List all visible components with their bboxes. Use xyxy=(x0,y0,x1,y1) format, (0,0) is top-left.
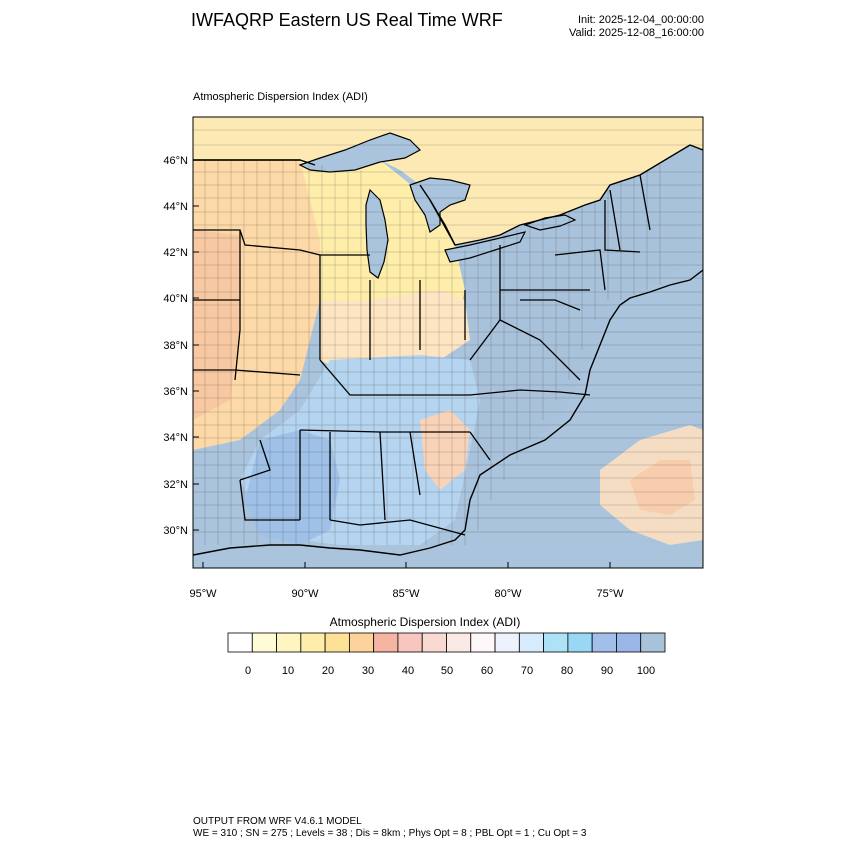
colorbar-tick-label: 20 xyxy=(322,665,334,677)
coastline xyxy=(193,269,703,556)
lat-label: 36°N xyxy=(163,386,188,398)
lon-label: 90°W xyxy=(291,588,319,600)
colorbar-title: Atmospheric Dispersion Index (ADI) xyxy=(329,615,521,629)
lon-label: 75°W xyxy=(596,588,624,600)
colorbar-tick-label: 100 xyxy=(637,665,655,677)
lake-ontario xyxy=(523,214,577,231)
offshore-warm-core xyxy=(630,460,695,515)
longitude-ticks: 95°W 90°W 85°W 80°W 75°W xyxy=(189,562,624,600)
valid-time: Valid: 2025-12-08_16:00:00 xyxy=(569,27,704,39)
colorbar-swatch xyxy=(567,632,593,653)
lat-label: 42°N xyxy=(163,247,188,259)
colorbar-swatch xyxy=(616,632,642,653)
lat-label: 40°N xyxy=(163,293,188,305)
colorbar-tick-label: 80 xyxy=(561,665,573,677)
lon-label: 85°W xyxy=(392,588,420,600)
colorbar-tick-label: 90 xyxy=(601,665,613,677)
colorbar-tick-label: 60 xyxy=(481,665,493,677)
colorbar-tick-label: 0 xyxy=(245,665,251,677)
colorbar-swatch xyxy=(518,632,545,653)
footer-config-line: WE = 310 ; SN = 275 ; Levels = 38 ; Dis … xyxy=(193,828,587,839)
colorbar-tick-label: 70 xyxy=(521,665,533,677)
colorbar-swatch xyxy=(348,632,375,653)
footer-model-line: OUTPUT FROM WRF V4.6.1 MODEL xyxy=(193,816,362,827)
colorbar-swatch xyxy=(397,632,423,653)
ohio-valley xyxy=(320,290,470,375)
colorbar-swatch xyxy=(227,632,253,653)
plains-warm xyxy=(193,230,240,420)
colorbar-swatch xyxy=(446,632,472,653)
colorbar-swatch xyxy=(543,632,569,653)
lat-label: 32°N xyxy=(163,479,188,491)
lat-label: 44°N xyxy=(163,201,188,213)
colorbar-swatch xyxy=(421,632,447,653)
colorbar-swatch xyxy=(640,632,666,653)
latitude-ticks: 46°N 44°N 42°N 40°N 38°N 36°N 34°N 32°N 30°N xyxy=(163,155,199,537)
canada-border xyxy=(193,144,703,246)
colorbar-tick-label: 50 xyxy=(441,665,453,677)
colorbar-tick-label: 30 xyxy=(362,665,374,677)
gulf-of-mexico xyxy=(193,540,465,568)
colorbar-swatch xyxy=(494,632,520,653)
lat-label: 30°N xyxy=(163,525,188,537)
colorbar-tick-label: 40 xyxy=(402,665,414,677)
colorbar-tick-label: 10 xyxy=(282,665,294,677)
colorbar-swatch xyxy=(251,632,277,653)
lat-label: 38°N xyxy=(163,340,188,352)
map-frame xyxy=(192,116,704,569)
panel-title: Atmospheric Dispersion Index (ADI) xyxy=(193,91,368,103)
colorbar-swatch xyxy=(591,632,617,653)
colorbar-swatch xyxy=(470,632,496,653)
colorbar-swatch xyxy=(300,632,326,653)
init-time: Init: 2025-12-04_00:00:00 xyxy=(578,14,704,26)
colorbar: 0 10 20 30 40 50 60 70 80 90 100 xyxy=(227,632,666,677)
map-area xyxy=(193,117,703,568)
main-title: IWFAQRP Eastern US Real Time WRF xyxy=(191,10,503,30)
carolina-warm-pocket xyxy=(420,410,470,490)
lon-label: 95°W xyxy=(189,588,217,600)
county-grid xyxy=(193,129,703,545)
colorbar-swatch xyxy=(373,632,399,653)
colorbar-swatch xyxy=(324,632,350,653)
lat-label: 46°N xyxy=(163,155,188,167)
colorbar-swatch xyxy=(276,632,302,653)
lat-label: 34°N xyxy=(163,432,188,444)
deep-south-blue xyxy=(245,430,340,545)
lon-label: 80°W xyxy=(494,588,522,600)
